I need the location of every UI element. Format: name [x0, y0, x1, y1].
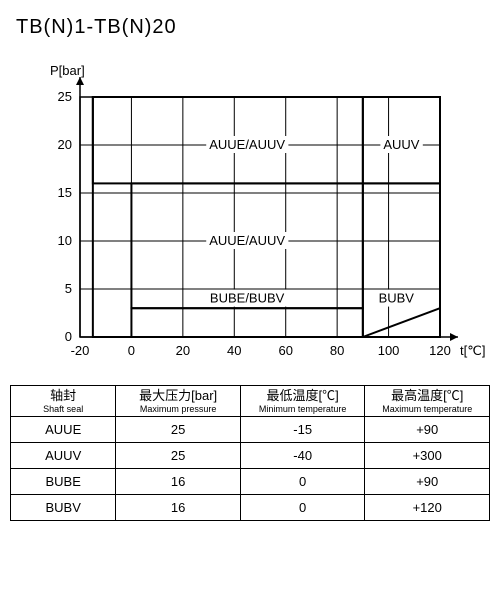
svg-text:15: 15: [58, 185, 72, 200]
table-header: 最大压力[bar]Maximum pressure: [116, 386, 241, 417]
table-row: AUUV25-40+300: [11, 443, 490, 469]
table-row: BUBE160+90: [11, 469, 490, 495]
svg-text:BUBV: BUBV: [379, 291, 415, 306]
svg-text:-20: -20: [71, 343, 90, 358]
table-header: 最低温度[℃]Minimum temperature: [240, 386, 365, 417]
svg-text:80: 80: [330, 343, 344, 358]
svg-text:P[bar]: P[bar]: [50, 63, 85, 78]
table-cell: 0: [240, 469, 365, 495]
svg-text:25: 25: [58, 89, 72, 104]
table-cell: +90: [365, 469, 490, 495]
svg-text:60: 60: [278, 343, 292, 358]
spec-table: 轴封Shaft seal最大压力[bar]Maximum pressure最低温…: [10, 385, 490, 521]
operating-envelope-chart: -200204060801001205101520250t[℃]P[bar]AU…: [10, 57, 490, 377]
svg-text:20: 20: [58, 137, 72, 152]
svg-text:5: 5: [65, 281, 72, 296]
svg-text:20: 20: [176, 343, 190, 358]
table-row: BUBV160+120: [11, 495, 490, 521]
table-cell: +90: [365, 417, 490, 443]
table-header-row: 轴封Shaft seal最大压力[bar]Maximum pressure最低温…: [11, 386, 490, 417]
svg-text:AUUE/AUUV: AUUE/AUUV: [209, 233, 285, 248]
table-header: 最高温度[℃]Maximum temperature: [365, 386, 490, 417]
svg-text:AUUE/AUUV: AUUE/AUUV: [209, 137, 285, 152]
table-cell: 16: [116, 469, 241, 495]
svg-text:BUBE/BUBV: BUBE/BUBV: [210, 291, 285, 306]
table-cell: +120: [365, 495, 490, 521]
table-cell: 25: [116, 417, 241, 443]
svg-text:0: 0: [128, 343, 135, 358]
svg-text:t[℃]: t[℃]: [460, 343, 485, 358]
svg-text:0: 0: [65, 329, 72, 344]
table-cell: -40: [240, 443, 365, 469]
svg-text:10: 10: [58, 233, 72, 248]
table-cell: 0: [240, 495, 365, 521]
table-cell: BUBE: [11, 469, 116, 495]
table-cell: 16: [116, 495, 241, 521]
svg-text:120: 120: [429, 343, 451, 358]
chart-svg: -200204060801001205101520250t[℃]P[bar]AU…: [10, 57, 490, 377]
page-title: TB(N)1-TB(N)20: [16, 16, 490, 39]
table-cell: BUBV: [11, 495, 116, 521]
table-header: 轴封Shaft seal: [11, 386, 116, 417]
table-cell: -15: [240, 417, 365, 443]
svg-text:AUUV: AUUV: [383, 137, 419, 152]
table-row: AUUE25-15+90: [11, 417, 490, 443]
table-cell: 25: [116, 443, 241, 469]
table-cell: +300: [365, 443, 490, 469]
table-cell: AUUV: [11, 443, 116, 469]
svg-text:40: 40: [227, 343, 241, 358]
table-cell: AUUE: [11, 417, 116, 443]
svg-text:100: 100: [378, 343, 400, 358]
